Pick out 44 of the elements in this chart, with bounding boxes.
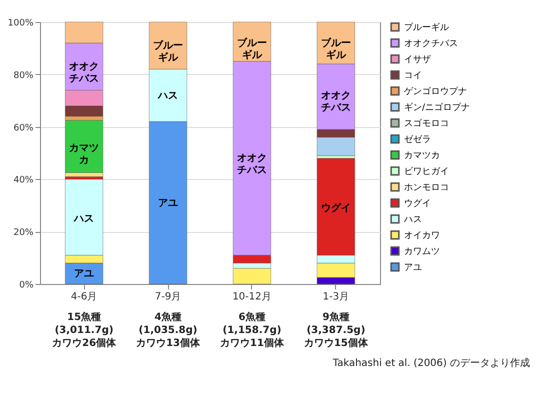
annotation: ウグイ <box>320 202 351 214</box>
bar <box>65 120 104 173</box>
x-tick-label: 4-6月 <box>70 292 98 302</box>
legend-label: アユ <box>404 263 422 273</box>
legend-label: ウグイ <box>404 198 431 209</box>
legend-label: ハス <box>403 215 422 225</box>
legend-label: イサザ <box>404 54 431 65</box>
text: 4魚種 (1,035.8g) カワウ13個体 <box>136 311 201 349</box>
text: 9魚種 (3,387.5g) カワウ15個体 <box>304 311 369 349</box>
legend-label: ホンモロコ <box>404 183 449 193</box>
annotation: ブルーギル <box>236 36 267 61</box>
legend-label: ビワヒガイ <box>404 166 449 177</box>
y-tick-label: 40% <box>13 176 34 186</box>
legend-label: ブルーギル <box>404 22 449 33</box>
y-tick-label: 100% <box>8 18 34 28</box>
y-tick-label: 80% <box>13 70 34 81</box>
annotation: カマツカ <box>69 142 100 166</box>
annotation: ブルーギル <box>320 36 351 61</box>
annotation: アユ <box>74 268 94 280</box>
annotation: ブルーギル <box>153 40 184 64</box>
legend-label: スゴモロコ <box>404 118 449 129</box>
legend-label: オイカワ <box>404 231 440 241</box>
annotation: オオクチバス <box>236 153 267 176</box>
y-tick-label: 0% <box>19 280 34 290</box>
legend-label: ギン/ニゴロブナ <box>404 102 470 113</box>
annotation: オオクチバス <box>320 90 351 114</box>
annotation: ハス <box>73 214 94 224</box>
annotation: アユ <box>158 198 178 209</box>
annotation: ハス <box>157 90 178 102</box>
y-tick-label: 20% <box>13 228 34 238</box>
legend-label: ゼゼラ <box>404 135 431 145</box>
text: 15魚種 (3,011.7g) カワウ26個体 <box>52 311 118 349</box>
text: Takahashi et al. (2006) のデータより作成 <box>332 357 530 369</box>
x-tick-label: 7-9月 <box>154 292 182 302</box>
x-tick-label: 1-3月 <box>322 292 350 302</box>
legend-label: カマツカ <box>404 151 440 161</box>
y-tick-label: 60% <box>13 123 34 134</box>
legend-label: コイ <box>404 71 422 81</box>
annotation: オオクチバス <box>69 62 100 85</box>
legend-label: オオクチバス <box>404 39 458 49</box>
legend-label: ゲンゴロウブナ <box>404 86 467 97</box>
text: 6魚種 (1,158.7g) カワウ11個体 <box>220 311 285 349</box>
x-tick-label: 10-12月 <box>232 292 272 302</box>
legend-label: カワムツ <box>404 247 440 257</box>
